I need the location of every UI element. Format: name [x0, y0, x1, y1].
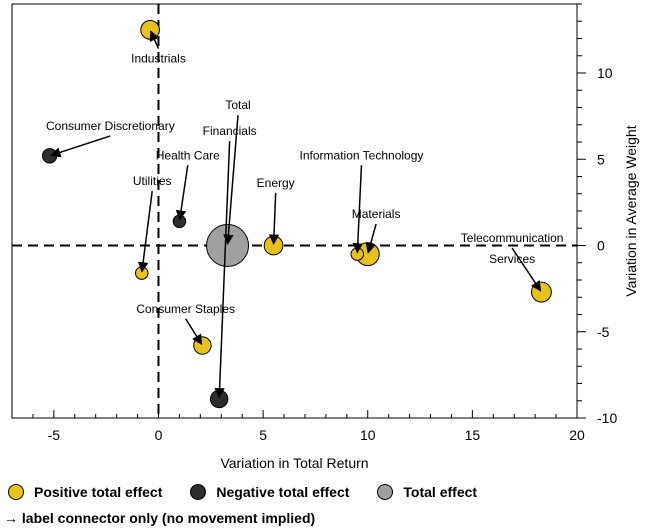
x-axis-label: Variation in Total Return	[220, 455, 368, 471]
y-tick-label: 5	[597, 151, 605, 167]
legend-label-negative: Negative total effect	[216, 484, 350, 500]
y-tick-label: 10	[597, 65, 613, 81]
scatter-plot: -5 0 5 10 15 20 -10 -5 0 5 10 Variation in Total Re…	[11, 3, 639, 471]
bubble-telecommunication-services	[530, 281, 552, 303]
y-axis-label: Variation in Average Weight	[623, 125, 639, 296]
point-label-materials: Materials	[352, 207, 401, 221]
legend-row: Positive total effect Negative total eff…	[8, 484, 505, 500]
connector-materials	[365, 223, 377, 254]
connector-information-technology	[352, 165, 364, 254]
legend-swatch-total	[377, 484, 394, 500]
x-tick-label: 10	[360, 427, 376, 443]
x-tick-label: 5	[259, 427, 267, 443]
connector-industrials	[149, 30, 160, 49]
connector-total	[223, 115, 239, 246]
bubble-total	[206, 224, 250, 267]
point-label-telecommunication-services-line2: Services	[489, 252, 535, 266]
legend-item-negative: Negative total effect	[190, 484, 349, 500]
point-label-information-technology: Information Technology	[300, 148, 424, 162]
connector-financials	[214, 141, 231, 399]
legend-swatch-positive	[8, 484, 24, 500]
y-tick-label: 0	[597, 238, 605, 254]
connector-utilities	[137, 191, 153, 273]
connector-health-care	[175, 165, 189, 221]
point-label-consumer-staples: Consumer Staples	[136, 302, 235, 316]
point-label-industrials: Industrials	[131, 52, 186, 66]
x-tick-label: 0	[155, 427, 163, 443]
legend-item-total: Total effect	[377, 484, 477, 500]
point-label-telecommunication-services: Telecommunication	[461, 231, 564, 245]
point-label-health-care: Health Care	[156, 148, 220, 162]
legend-item-positive: Positive total effect	[8, 484, 162, 500]
point-label-energy: Energy	[257, 176, 295, 190]
x-tick-label: 20	[569, 427, 585, 443]
bubble-consumer-discretionary	[41, 148, 58, 164]
x-tick-label: 15	[465, 427, 481, 443]
point-label-utilities: Utilities	[133, 174, 172, 188]
x-tick-label: -5	[48, 427, 61, 443]
legend-label-total: Total effect	[403, 484, 478, 500]
connector-energy	[268, 192, 280, 246]
point-label-financials: Financials	[203, 124, 257, 138]
connector-telecommunication-services	[511, 247, 542, 292]
connector-consumer-staples	[185, 318, 203, 346]
bubble-consumer-staples	[193, 336, 212, 355]
y-tick-label: -5	[597, 324, 610, 340]
plot-frame	[11, 3, 578, 419]
connector-note: → label connector only (no movement impl…	[4, 510, 316, 526]
bubble-industrials	[140, 20, 160, 40]
connector-consumer-discretionary	[50, 135, 111, 158]
legend-label-positive: Positive total effect	[34, 484, 163, 500]
y-tick-label: -10	[597, 410, 617, 426]
legend-swatch-negative	[190, 484, 207, 500]
point-label-consumer-discretionary: Consumer Discretionary	[46, 119, 175, 133]
point-label-total: Total	[225, 98, 250, 112]
